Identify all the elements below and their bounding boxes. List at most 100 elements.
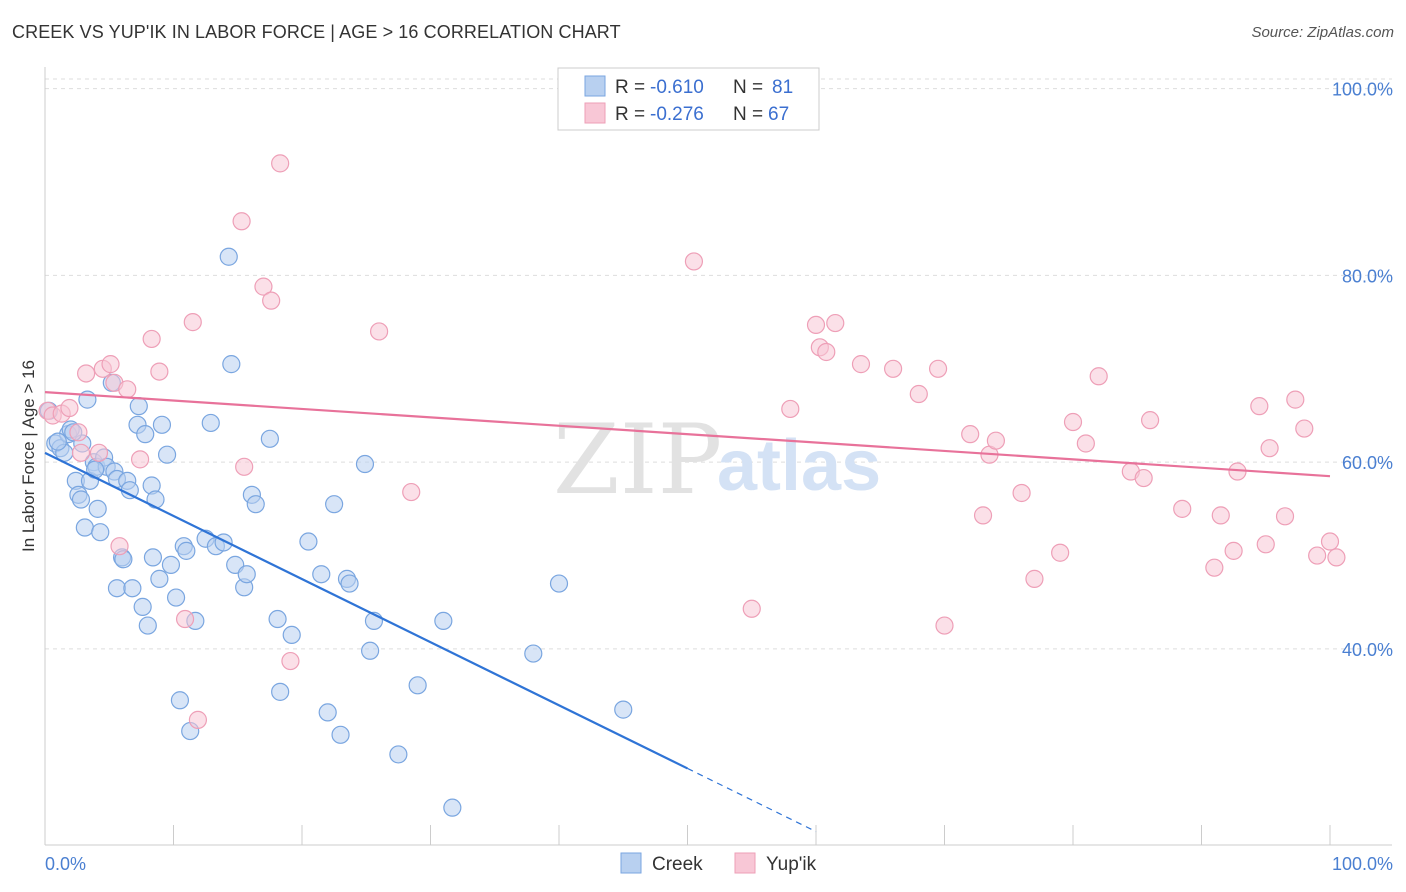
watermark: ZIP atlas xyxy=(553,404,881,516)
watermark-zip: ZIP xyxy=(553,404,722,516)
creek-point xyxy=(91,523,110,542)
gridlines xyxy=(45,78,1392,650)
trend-lines xyxy=(44,391,1331,833)
yupik-point xyxy=(742,599,761,618)
yupik-point xyxy=(1256,535,1275,554)
yupik-point xyxy=(281,651,300,671)
creek-point xyxy=(152,415,172,434)
creek-point xyxy=(268,609,287,629)
yupik-point xyxy=(883,359,903,378)
creek-point xyxy=(260,429,279,448)
yupik-point xyxy=(909,384,928,404)
creek-point xyxy=(312,565,331,584)
yupik-point xyxy=(1051,543,1070,562)
creek-point xyxy=(48,432,67,451)
yupik-point xyxy=(118,380,137,399)
creek-point xyxy=(177,541,196,560)
yupik-point xyxy=(851,355,871,374)
yupik-point xyxy=(1012,483,1031,503)
y-tick-label: 100.0% xyxy=(1332,80,1393,100)
creek-point xyxy=(150,569,169,588)
y-tick-label: 60.0% xyxy=(1342,453,1393,473)
yupik-point xyxy=(1134,468,1153,488)
creek-point xyxy=(123,579,142,598)
legend-r-value-creek: -0.610 xyxy=(650,77,704,98)
trend-line-creek-extension xyxy=(687,767,817,833)
yupik-point xyxy=(817,342,836,362)
creek-point xyxy=(434,611,453,631)
chart-title: CREEK VS YUP'IK IN LABOR FORCE | AGE > 1… xyxy=(12,22,621,42)
bottom-legend-swatch-creek xyxy=(620,852,642,874)
yupik-point xyxy=(826,313,845,333)
creek-point xyxy=(549,574,569,593)
bottom-legend-label-yupik: Yup'ik xyxy=(766,854,817,875)
yupik-point xyxy=(961,425,980,444)
creek-point xyxy=(120,481,139,500)
y-tick-label: 40.0% xyxy=(1342,640,1393,660)
yupik-point xyxy=(254,277,273,296)
creek-point xyxy=(318,703,337,722)
yupik-point xyxy=(370,322,389,341)
yupik-point xyxy=(262,291,281,310)
yupik-point xyxy=(60,398,79,418)
watermark-atlas: atlas xyxy=(717,426,881,506)
creek-point xyxy=(246,495,265,514)
creek-point xyxy=(71,490,91,509)
yupik-point xyxy=(130,450,150,469)
yupik-point xyxy=(986,431,1006,450)
bottom-legend-swatch-yupik xyxy=(734,852,756,874)
yupik-point xyxy=(1076,434,1095,453)
yupik-point xyxy=(110,537,129,556)
yupik-point xyxy=(973,506,993,525)
creek-point xyxy=(325,495,344,514)
creek-point xyxy=(75,518,94,537)
yupik-point xyxy=(150,362,169,381)
yupik-point xyxy=(1320,532,1340,551)
legend-n-label-creek: N = xyxy=(733,77,763,98)
yupik-point xyxy=(781,399,800,419)
creek-point xyxy=(271,682,290,701)
series-yupik-points xyxy=(38,79,1346,729)
series-creek-points xyxy=(39,247,633,817)
yupik-point xyxy=(1063,412,1083,432)
x-tick-label: 0.0% xyxy=(45,854,86,874)
yupik-point xyxy=(1308,546,1327,565)
bottom-legend-label-creek: Creek xyxy=(652,854,703,875)
yupik-point xyxy=(806,315,826,335)
creek-point xyxy=(166,588,186,607)
x-tick-label: 100.0% xyxy=(1332,854,1393,874)
creek-point xyxy=(408,676,427,695)
creek-point xyxy=(143,548,163,567)
yupik-point xyxy=(271,154,290,173)
y-tick-label: 80.0% xyxy=(1342,266,1393,286)
yupik-point xyxy=(935,616,954,635)
creek-point xyxy=(282,625,301,645)
legend-swatch-yupik xyxy=(584,102,606,124)
creek-point xyxy=(129,397,148,416)
creek-point xyxy=(219,247,238,266)
yupik-point xyxy=(1140,411,1160,430)
legend: R = -0.610 N = 81 R = -0.276 N = 67 xyxy=(557,67,820,131)
bottom-legend: Creek Yup'ik xyxy=(620,852,817,875)
yupik-point xyxy=(188,710,208,729)
yupik-point xyxy=(89,443,109,462)
yupik-point xyxy=(1295,419,1314,438)
legend-swatch-creek xyxy=(584,75,606,97)
legend-r-label-yupik: R = xyxy=(615,104,645,125)
creek-point xyxy=(201,413,220,433)
creek-point xyxy=(361,641,380,660)
yupik-point xyxy=(928,359,948,378)
creek-point xyxy=(170,691,190,710)
yupik-point xyxy=(71,443,91,462)
yupik-point xyxy=(142,329,161,349)
legend-r-value-yupik: -0.276 xyxy=(650,104,704,125)
legend-n-label-yupik: N = xyxy=(733,104,763,125)
source-label: Source: ZipAtlas.com xyxy=(1251,24,1394,41)
creek-point xyxy=(340,574,359,593)
x-tick-labels: 0.0% 100.0% xyxy=(45,854,1393,874)
yupik-point xyxy=(232,212,251,231)
trend-line-creek xyxy=(44,451,688,770)
axes xyxy=(44,67,1392,846)
creek-point xyxy=(222,355,241,374)
creek-point xyxy=(299,532,318,551)
